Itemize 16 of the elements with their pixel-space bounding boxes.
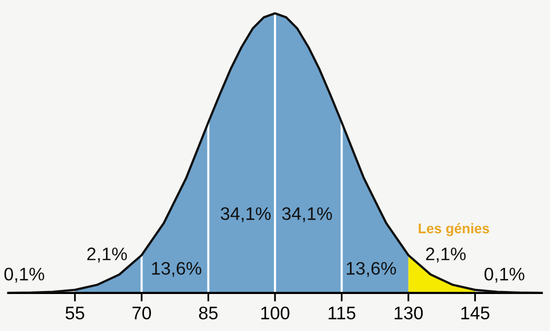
x-tick-label: 130 [394, 306, 423, 320]
x-tick-label: 55 [66, 306, 84, 320]
annotation: 2,1% [87, 248, 127, 262]
annotation: Les génies [418, 223, 490, 236]
annotation: 0,1% [484, 268, 524, 283]
annotation: 13,6% [346, 262, 396, 277]
x-tick-label: 100 [261, 306, 290, 320]
annotation: 2,1% [426, 248, 466, 262]
annotation: 34,1% [220, 207, 271, 222]
x-tick-label: 145 [461, 306, 490, 320]
x-tick-label: 85 [199, 306, 218, 320]
x-tick-label: 115 [328, 306, 356, 320]
annotation: 0,1% [4, 268, 44, 283]
annotation: 34,1% [282, 207, 332, 222]
x-tick-label: 70 [132, 306, 151, 320]
annotation: 13,6% [152, 262, 202, 277]
